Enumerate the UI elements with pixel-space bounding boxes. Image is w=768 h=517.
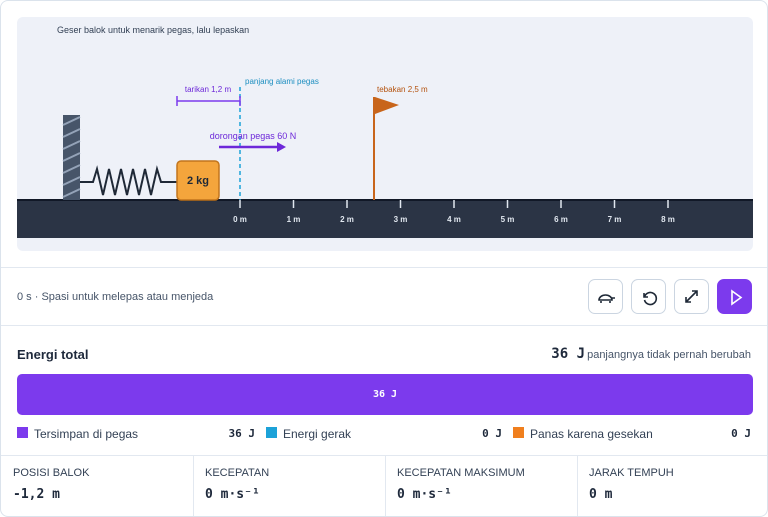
legend-value: 0 J	[731, 427, 751, 440]
force-label: dorongan pegas 60 N	[210, 131, 297, 141]
floor	[17, 200, 753, 238]
energy-note: panjangnya tidak pernah berubah	[587, 349, 751, 361]
legend-label: Panas karena gesekan	[530, 427, 653, 441]
ruler-label: 2 m	[340, 215, 354, 224]
legend-value: 36 J	[228, 427, 256, 440]
status: 0 s · Spasi untuk melepas atau menjeda	[17, 291, 214, 303]
ruler-label: 4 m	[447, 215, 461, 224]
force-arrowhead	[277, 142, 286, 152]
ruler-label: 1 m	[287, 215, 301, 224]
legend-swatch	[513, 427, 524, 438]
ruler-label: 7 m	[608, 215, 622, 224]
divider	[1, 455, 767, 456]
expand-button[interactable]	[674, 279, 709, 314]
legend-value: 0 J	[482, 427, 502, 440]
ruler: 0 m 1 m 2 m 3 m 4 m 5 m 6 m 7 m 8 m	[233, 200, 675, 224]
turtle-button[interactable]	[588, 279, 623, 314]
stat-separator	[385, 456, 386, 516]
scene: Geser balok untuk menarik pegas, lalu le…	[17, 17, 753, 251]
energy-title: Energi total	[17, 347, 89, 362]
stat-label: JARAK TEMPUH	[589, 467, 674, 479]
instruction: Geser balok untuk menarik pegas, lalu le…	[57, 25, 249, 35]
stat-value: -1,2 m	[13, 487, 60, 502]
ruler-label: 5 m	[501, 215, 515, 224]
ruler-label: 3 m	[394, 215, 408, 224]
energy-total: 36 J	[551, 346, 585, 362]
stat-label: KECEPATAN MAKSIMUM	[397, 467, 525, 479]
pull-label: tarikan 1,2 m	[185, 85, 232, 94]
stat-label: KECEPATAN	[205, 467, 270, 479]
divider	[1, 267, 767, 268]
guess-label: tebakan 2,5 m	[377, 85, 428, 94]
stat-value: 0 m	[589, 487, 613, 502]
legend-label: Energi gerak	[283, 427, 352, 441]
wall-hatch	[62, 116, 81, 198]
play-button[interactable]	[717, 279, 752, 314]
ruler-label: 6 m	[554, 215, 568, 224]
reset-button[interactable]	[631, 279, 666, 314]
stat-separator	[193, 456, 194, 516]
stat-value: 0 m·s⁻¹	[205, 487, 260, 502]
stat-value: 0 m·s⁻¹	[397, 487, 452, 502]
legend-swatch	[17, 427, 28, 438]
legend-label: Tersimpan di pegas	[34, 427, 139, 441]
pull-bracket	[176, 96, 241, 106]
flag[interactable]	[375, 97, 399, 114]
block[interactable]	[176, 160, 220, 201]
spring	[80, 165, 177, 196]
block-label: 2 kg	[187, 175, 209, 187]
ruler-label: 0 m	[233, 215, 247, 224]
legend-swatch	[266, 427, 277, 438]
energy-bar: 36 J	[17, 374, 753, 415]
ruler-label: 8 m	[661, 215, 675, 224]
natural-length-label: panjang alami pegas	[245, 77, 319, 86]
divider	[1, 325, 767, 326]
stat-separator	[577, 456, 578, 516]
stat-label: POSISI BALOK	[13, 467, 90, 479]
